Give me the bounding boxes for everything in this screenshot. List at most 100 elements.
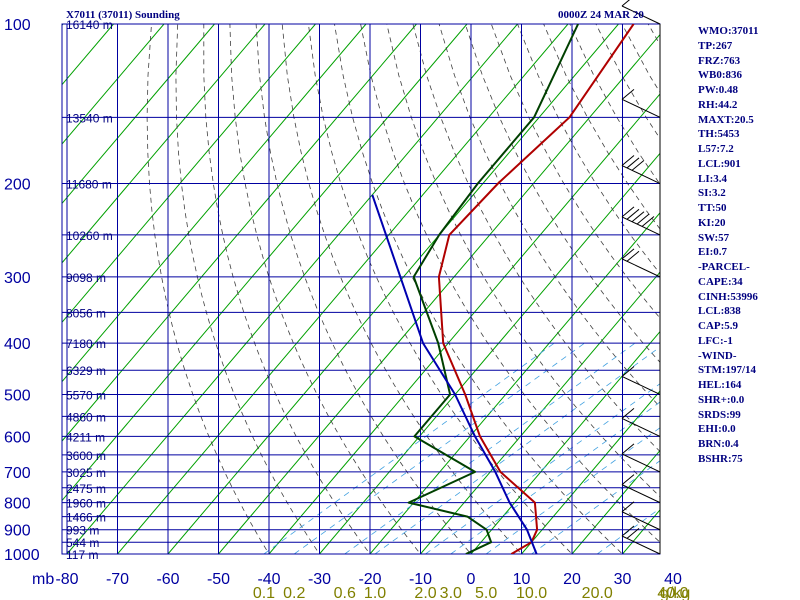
isotherm-line xyxy=(62,24,165,145)
wind-barb-flag xyxy=(626,208,640,220)
height-label: 7180 m xyxy=(66,337,106,351)
index-item: L57:7.2 xyxy=(698,143,734,155)
dry-adiabat-line xyxy=(779,24,800,565)
dewpoint-profile xyxy=(407,24,580,554)
height-label: 16140 m xyxy=(66,18,113,32)
temperature-tick-label: 20 xyxy=(563,571,581,588)
wind-barb-shaft xyxy=(621,453,661,473)
index-item: FRZ:763 xyxy=(698,54,741,67)
wind-barb-flag xyxy=(621,0,630,7)
wind-barb xyxy=(621,525,661,555)
temperature-tick-label: -30 xyxy=(308,571,331,588)
temperature-tick-label: -20 xyxy=(358,571,381,588)
dry-adiabat-line xyxy=(146,24,270,554)
height-label: 3025 m xyxy=(66,466,106,480)
wind-barb-flag xyxy=(621,248,635,260)
height-label: 9098 m xyxy=(66,271,106,285)
wind-barb xyxy=(621,408,661,437)
index-item: LFC:-1 xyxy=(698,334,733,347)
height-label: 993 m xyxy=(66,524,99,538)
index-item: SHR+:0.0 xyxy=(698,393,745,406)
index-item: MAXT:20.5 xyxy=(698,113,754,126)
pressure-tick-label: 800 xyxy=(4,496,31,513)
index-item: LI:3.4 xyxy=(698,172,728,185)
temperature-tick-label: -40 xyxy=(257,571,280,588)
index-item: LCL:838 xyxy=(698,305,741,318)
pressure-tick-label: 200 xyxy=(4,177,31,194)
parcel-profile xyxy=(371,194,538,554)
wind-barb xyxy=(621,501,661,531)
wind-barb-flag xyxy=(621,525,635,537)
wind-barb-flag xyxy=(621,474,635,486)
isotherm-line xyxy=(66,24,518,554)
dry-adiabat-line xyxy=(255,24,472,554)
mixing-ratio-label: 10.0 xyxy=(516,585,547,600)
height-label: 8056 m xyxy=(66,306,106,320)
mixing-ratio-unit-label: g/kg xyxy=(660,585,690,600)
wind-barb-shaft xyxy=(621,484,661,504)
temperature-tick-label: -50 xyxy=(207,571,230,588)
isotherm-line xyxy=(369,212,660,554)
chart-title: X7011 (37011) Sounding xyxy=(66,9,180,21)
chart-datetime: 0000Z 24 MAR 20 xyxy=(558,9,644,21)
index-item: SRDS:99 xyxy=(698,408,741,421)
dry-adiabat-line xyxy=(229,24,422,554)
plot-frame xyxy=(61,23,661,555)
isotherm-line xyxy=(62,24,266,264)
isotherm-line xyxy=(268,93,660,554)
mixing-ratio-line xyxy=(263,342,555,554)
wind-barb-flag xyxy=(641,216,655,227)
mixing-ratio-line xyxy=(425,383,660,554)
isotherm-line xyxy=(420,271,660,554)
mixing-ratio-line xyxy=(597,507,660,554)
height-label: 13540 m xyxy=(66,111,113,125)
pressure-temperature-grid xyxy=(61,23,661,555)
dry-adiabat-line xyxy=(490,24,660,319)
pressure-tick-label: 300 xyxy=(4,270,31,287)
indices-panel: WMO:37011 TP:267 FRZ:763 WB0:836 PW:0.48 RH:4… xyxy=(698,24,759,467)
wind-barb xyxy=(621,474,661,504)
isotherm-line xyxy=(117,24,569,554)
mixing-ratio-label: 40.0 xyxy=(657,585,688,600)
pressure-tick-label: 900 xyxy=(4,523,31,540)
mixing-ratio-label: 0.2 xyxy=(283,585,305,600)
wind-barbs xyxy=(621,0,661,555)
wind-barb-shaft xyxy=(621,511,661,531)
wind-barb xyxy=(621,248,661,278)
index-item: TT:50 xyxy=(698,202,727,214)
temperature-tick-label: 40 xyxy=(664,571,682,588)
mixing-ratio-label: 3.0 xyxy=(440,585,462,600)
isotherm-line xyxy=(167,24,619,554)
height-label: 1960 m xyxy=(66,497,106,511)
wind-barb-flag xyxy=(621,88,635,100)
dry-adiabat-line xyxy=(543,24,660,230)
pressure-tick-label: 700 xyxy=(4,465,31,482)
wind-barb-flag xyxy=(626,157,640,169)
mixing-ratio-line xyxy=(344,342,636,554)
mixing-ratio-line xyxy=(450,401,660,554)
pressure-tick-label: 600 xyxy=(4,429,31,446)
wind-barb-shaft xyxy=(621,165,661,184)
isotherm-line xyxy=(774,24,800,554)
temperature-tick-label: -80 xyxy=(55,571,78,588)
isotherm-line xyxy=(571,449,660,554)
dry-adiabat-line xyxy=(175,24,320,554)
isotherm-line xyxy=(62,24,468,502)
isotherm-line xyxy=(319,152,660,554)
mixing-ratio-label: 5.0 xyxy=(475,585,497,600)
wind-barb-shaft xyxy=(621,376,661,395)
temperature-tick-label: -60 xyxy=(156,571,179,588)
wind-barb-shaft xyxy=(621,216,661,236)
pressure-tick-label: 100 xyxy=(4,17,31,34)
height-label: 3600 m xyxy=(66,449,106,463)
wind-barb xyxy=(621,155,661,184)
height-label: 4211 m xyxy=(66,430,105,444)
mixing-ratio-line xyxy=(374,346,660,554)
dry-adiabat-line xyxy=(386,24,660,498)
dry-adiabat-line xyxy=(360,24,660,543)
mixing-ratio-label: 0.1 xyxy=(253,585,275,600)
dry-adiabat-line xyxy=(334,24,624,554)
isotherm-line xyxy=(218,33,660,554)
